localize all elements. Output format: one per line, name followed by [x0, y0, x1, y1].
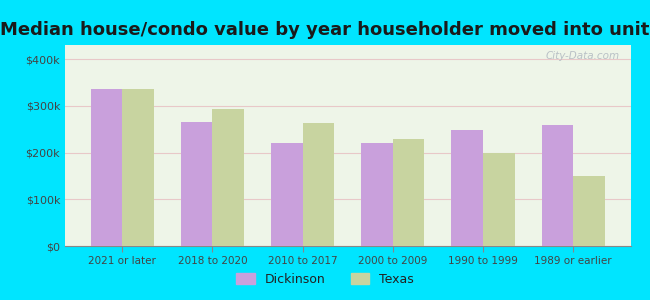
Bar	[181, 122, 213, 246]
Bar	[452, 130, 483, 246]
Text: Median house/condo value by year householder moved into unit: Median house/condo value by year househo…	[0, 21, 650, 39]
Bar	[271, 143, 303, 246]
Text: City-Data.com: City-Data.com	[545, 51, 619, 61]
Bar	[122, 89, 154, 246]
Bar	[213, 109, 244, 246]
Bar	[361, 143, 393, 246]
Bar	[541, 125, 573, 246]
Bar	[303, 123, 334, 246]
Bar	[483, 153, 515, 246]
Bar	[91, 89, 122, 246]
Legend: Dickinson, Texas: Dickinson, Texas	[231, 268, 419, 291]
Bar	[393, 140, 424, 246]
Bar	[573, 176, 604, 246]
